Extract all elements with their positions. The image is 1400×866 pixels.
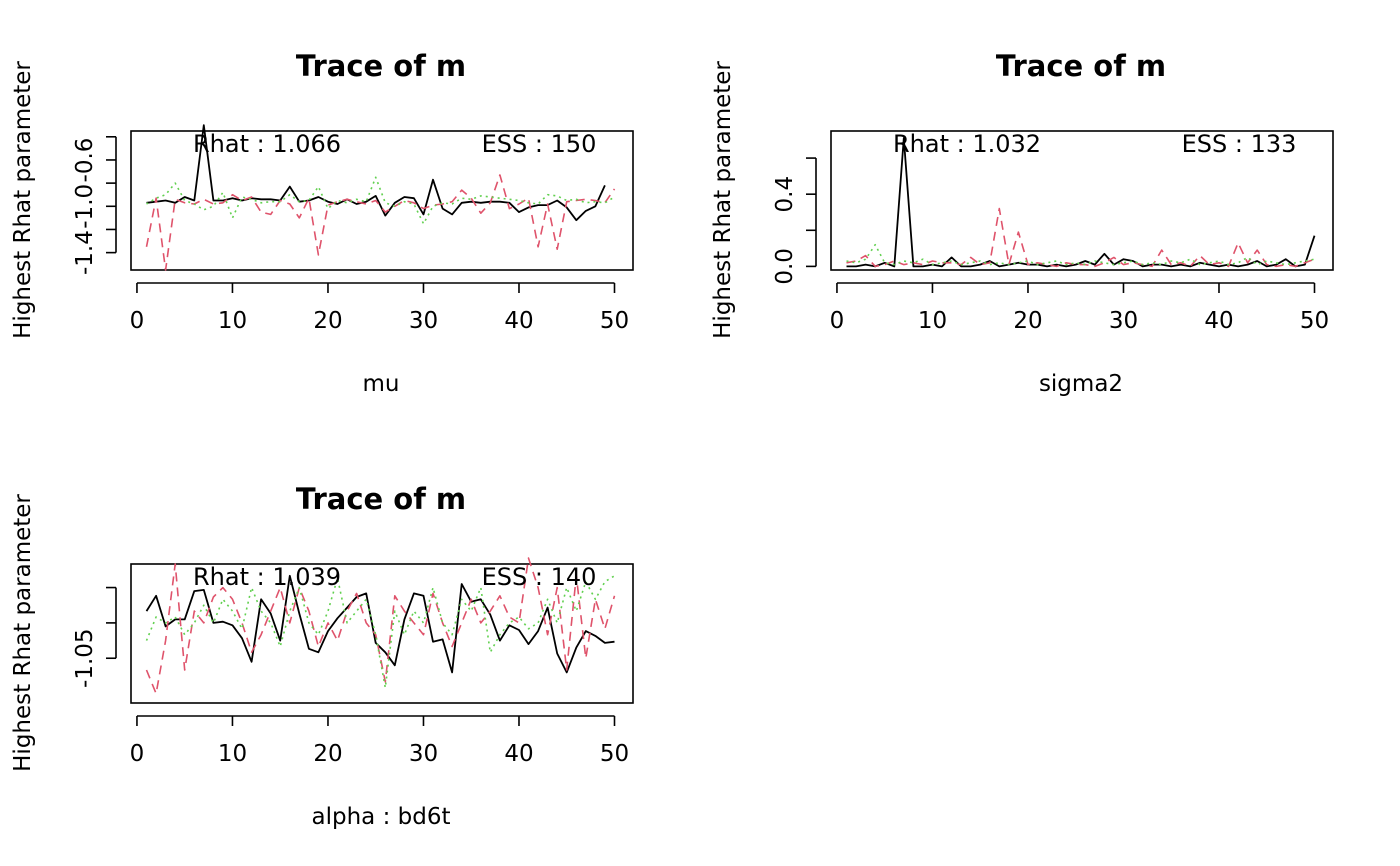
rhat-annotation: Rhat : 1.066	[193, 130, 341, 158]
series-line-chain-2	[145, 174, 616, 271]
series-line-chain-1	[145, 574, 615, 674]
x-tick-label: 40	[504, 308, 533, 334]
x-tick-label: 0	[130, 308, 145, 334]
y-tick-label: -1.0	[72, 184, 98, 229]
y-axis-label: Highest Rhat parameter	[710, 61, 736, 339]
x-tick-label: 20	[1013, 308, 1042, 334]
plot-frame	[830, 130, 1334, 271]
x-axis-label: sigma2	[1039, 371, 1123, 397]
plot-frame	[130, 130, 634, 271]
panel-title: Trace of m	[996, 49, 1166, 83]
x-tick-label: 0	[130, 741, 145, 767]
y-tick-label: -1.05	[72, 628, 98, 688]
series-line-chain-2	[846, 207, 1315, 268]
series-line-chain-3	[146, 176, 615, 225]
series-line-chain-3	[145, 575, 615, 689]
x-tick-label: 30	[409, 308, 438, 334]
ess-annotation: ESS : 150	[482, 130, 597, 158]
x-tick-label: 10	[918, 308, 947, 334]
x-tick-label: 30	[409, 741, 438, 767]
rhat-annotation: Rhat : 1.039	[193, 563, 341, 591]
trace-panel-1: Trace of m 0 10 20 30 40 50 -1.4-1.0-0.6 mu Highe…	[10, 49, 634, 397]
ess-annotation: ESS : 140	[482, 563, 597, 591]
x-tick-label: 0	[830, 308, 845, 334]
y-tick-label: -1.4	[72, 230, 98, 275]
x-tick-label: 10	[218, 741, 247, 767]
y-tick-label: 0.0	[772, 248, 798, 285]
panel-title: Trace of m	[296, 49, 466, 83]
trace-panel-2: Trace of m 0 10 20 30 40 50 0.0 0.4 sigma2 Highest…	[710, 49, 1334, 397]
x-tick-label: 50	[600, 741, 629, 767]
x-tick-label: 40	[504, 741, 533, 767]
series-line-chain-1	[146, 124, 606, 222]
x-tick-label: 20	[313, 308, 342, 334]
x-axis-label: mu	[363, 371, 400, 397]
series-line-chain-1	[846, 137, 1316, 268]
y-tick-label: -0.6	[72, 138, 98, 183]
x-tick-label: 10	[218, 308, 247, 334]
y-axis-label: Highest Rhat parameter	[10, 494, 36, 772]
x-tick-label: 20	[313, 741, 342, 767]
y-axis-label: Highest Rhat parameter	[10, 61, 36, 339]
y-tick-label: 0.4	[772, 176, 798, 213]
ess-annotation: ESS : 133	[1182, 130, 1297, 158]
series-line-chain-2	[145, 557, 616, 695]
x-axis-label: alpha : bd6t	[312, 804, 451, 830]
x-tick-label: 40	[1204, 308, 1233, 334]
rhat-annotation: Rhat : 1.032	[893, 130, 1041, 158]
series-line-chain-3	[846, 243, 1315, 266]
panel-title: Trace of m	[296, 482, 466, 516]
x-tick-label: 50	[1300, 308, 1329, 334]
x-tick-label: 50	[600, 308, 629, 334]
x-tick-label: 30	[1109, 308, 1138, 334]
trace-panel-3: Trace of m 0 10 20 30 40 50 -1.05 alpha : bd6t Hi…	[10, 482, 634, 830]
plot-frame	[130, 563, 634, 704]
